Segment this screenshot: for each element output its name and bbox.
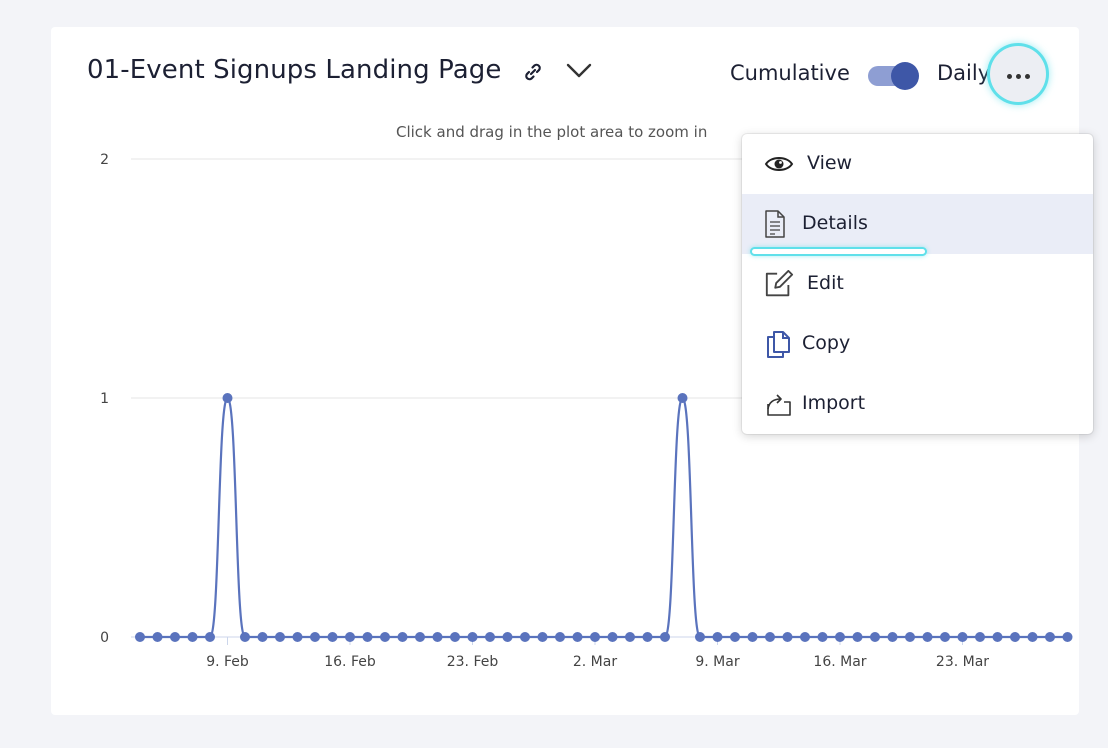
data-point (327, 632, 338, 642)
y-tick-label: 2 (100, 152, 109, 168)
menu-item-label: Details (802, 212, 868, 234)
page-title: 01-Event Signups Landing Page (87, 55, 502, 85)
x-tick-label: 9. Mar (695, 654, 739, 670)
y-tick-label: 1 (100, 391, 109, 407)
data-point (975, 632, 985, 642)
menu-item-copy[interactable]: Copy (742, 314, 1093, 374)
data-point (415, 632, 425, 642)
data-point (152, 632, 163, 642)
cumulative-daily-toggle[interactable] (868, 62, 922, 90)
report-card: 01-Event Signups Landing Page Cumulative… (51, 27, 1093, 715)
data-point (800, 632, 810, 642)
x-tick-label: 16. Feb (324, 654, 376, 670)
data-point (1010, 632, 1020, 642)
data-point (957, 632, 968, 642)
data-point (1045, 632, 1055, 642)
data-point (992, 632, 1003, 642)
x-tick-label: 23. Mar (936, 654, 989, 670)
daily-line-chart[interactable]: 0 1 2 9. Feb 16. Feb 23. Feb 2. Mar 9. Mar 16. M… (51, 27, 1079, 715)
data-point (187, 632, 198, 642)
options-menu: View Details Edit Copy (742, 134, 1093, 434)
data-point (222, 393, 233, 403)
chevron-down-icon[interactable] (565, 57, 593, 83)
menu-item-edit[interactable]: Edit (742, 254, 1093, 314)
data-point (310, 632, 320, 642)
data-point (292, 632, 303, 642)
data-point (345, 632, 355, 642)
data-point (695, 632, 705, 642)
data-point (642, 632, 653, 642)
copy-icon (767, 331, 790, 358)
data-point (1062, 632, 1073, 642)
data-point (537, 632, 548, 642)
data-point (607, 632, 618, 642)
more-dot (1007, 74, 1012, 79)
link-icon[interactable] (521, 60, 545, 84)
x-tick-label: 16. Mar (813, 654, 866, 670)
data-point (275, 632, 285, 642)
x-tick-label: 9. Feb (206, 654, 249, 670)
data-point (362, 632, 373, 642)
data-point (922, 632, 933, 642)
data-point (817, 632, 828, 642)
data-point (852, 632, 863, 642)
cumulative-label: Cumulative (730, 61, 850, 85)
data-point (887, 632, 898, 642)
data-point (835, 632, 845, 642)
menu-item-details[interactable]: Details (742, 194, 1093, 254)
menu-item-label: Import (802, 392, 866, 414)
data-point (450, 632, 460, 642)
data-point (660, 632, 670, 642)
data-point (240, 632, 250, 642)
data-point (1027, 632, 1038, 642)
import-icon (767, 394, 791, 416)
data-point (170, 632, 180, 642)
data-point (782, 632, 793, 642)
series-line (140, 396, 1068, 639)
toggle-knob (891, 62, 919, 90)
menu-item-view[interactable]: View (742, 134, 1093, 194)
x-tick-label: 23. Feb (447, 654, 499, 670)
edit-icon (765, 270, 794, 297)
data-point (747, 632, 758, 642)
data-point (397, 632, 408, 642)
more-dot (1016, 74, 1021, 79)
more-dot (1025, 74, 1030, 79)
y-tick-label: 0 (100, 630, 109, 646)
more-options-button[interactable] (990, 46, 1046, 102)
menu-item-label: Copy (802, 332, 851, 354)
data-point (905, 632, 915, 642)
menu-item-import[interactable]: Import (742, 374, 1093, 434)
data-point (432, 632, 443, 642)
data-point (520, 632, 530, 642)
data-point (205, 632, 215, 642)
menu-item-label: View (807, 152, 853, 174)
data-point (380, 632, 390, 642)
data-point (940, 632, 950, 642)
data-point (485, 632, 495, 642)
data-point (870, 632, 880, 642)
focus-indicator (752, 249, 925, 254)
data-point (730, 632, 740, 642)
data-point (572, 632, 583, 642)
menu-item-label: Edit (807, 272, 844, 294)
data-point (677, 393, 688, 403)
chart-zoom-hint: Click and drag in the plot area to zoom … (396, 123, 708, 141)
data-point (467, 632, 478, 642)
data-point (625, 632, 635, 642)
data-point (765, 632, 775, 642)
data-point (135, 632, 145, 642)
eye-icon (764, 157, 794, 171)
x-tick-label: 2. Mar (573, 654, 617, 670)
data-point (257, 632, 268, 642)
data-point (712, 632, 723, 642)
daily-label: Daily (937, 61, 991, 85)
data-point (502, 632, 513, 642)
data-point (590, 632, 600, 642)
document-icon (765, 210, 785, 238)
data-point (555, 632, 565, 642)
